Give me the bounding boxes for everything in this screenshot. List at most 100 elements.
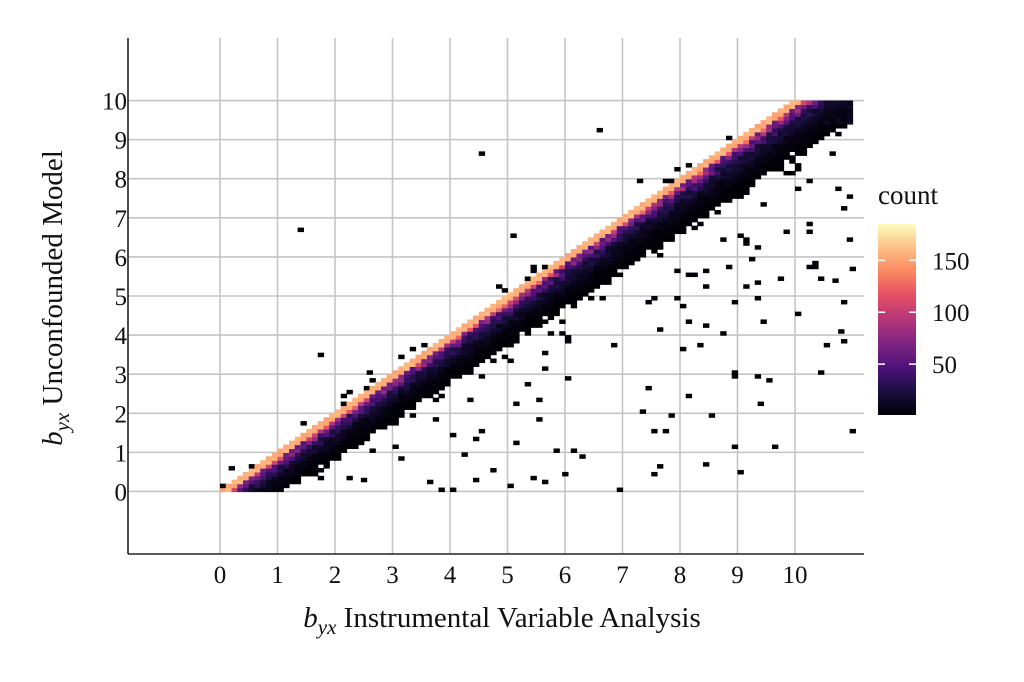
heatmap-cell [513, 327, 520, 332]
heatmap-cell [680, 225, 687, 231]
heatmap-cell [444, 366, 451, 371]
heatmap-cell [294, 479, 302, 485]
heatmap-cell [685, 170, 693, 176]
heatmap-cell [685, 190, 693, 195]
heatmap-cell [588, 264, 595, 270]
heatmap-cell [622, 225, 629, 231]
heatmap-cell [599, 241, 606, 246]
heatmap-cell [306, 464, 313, 469]
heatmap-cell [404, 374, 411, 379]
heatmap-cell [680, 213, 687, 219]
heatmap-cell [726, 163, 733, 168]
heatmap-cell [582, 268, 589, 274]
heatmap-cell [783, 139, 790, 145]
heatmap-cell [731, 170, 739, 176]
heatmap-cell [455, 339, 463, 344]
heatmap-cell [536, 288, 543, 293]
heatmap-cell [685, 221, 693, 227]
heatmap-cell [628, 217, 635, 223]
heatmap-cell [484, 327, 491, 332]
heatmap-cell [651, 202, 658, 207]
heatmap-cell [754, 127, 762, 133]
legend-tick-label: 50 [932, 352, 957, 379]
heatmap-cell [823, 342, 831, 348]
heatmap-cell [760, 131, 767, 137]
heatmap-cell [645, 206, 652, 211]
heatmap-cell [777, 143, 785, 149]
heatmap-cell [570, 264, 578, 270]
heatmap-cell [570, 288, 578, 293]
heatmap-cell [783, 155, 790, 160]
heatmap-cell [438, 370, 445, 375]
heatmap-cell [427, 479, 434, 485]
heatmap-cell [559, 319, 566, 324]
heatmap-cell [668, 178, 675, 184]
heatmap-cell [478, 428, 486, 434]
heatmap-cell [639, 233, 647, 238]
heatmap-cell [421, 362, 428, 367]
heatmap-cell [823, 100, 831, 106]
heatmap-cell [300, 440, 307, 446]
heatmap-cell [317, 448, 325, 453]
heatmap-cell [818, 116, 825, 121]
heatmap-cell [375, 417, 382, 422]
heatmap-cell [565, 299, 572, 305]
heatmap-cell [490, 358, 497, 364]
heatmap-cell [611, 241, 618, 246]
heatmap-cell [743, 147, 750, 152]
heatmap-cell [662, 202, 670, 207]
heatmap-cell [680, 198, 687, 203]
x-tick-label: 8 [674, 562, 687, 589]
heatmap-cell [519, 319, 526, 324]
heatmap-cell [484, 354, 491, 360]
heatmap-cell [800, 104, 808, 109]
heatmap-cell [823, 124, 831, 129]
heatmap-cell [352, 401, 359, 407]
heatmap-cell [553, 264, 560, 270]
heatmap-cell [639, 202, 647, 207]
heatmap-cell [415, 385, 422, 391]
heatmap-cell [795, 131, 802, 137]
heatmap-cell [415, 358, 422, 364]
heatmap-cell [605, 276, 612, 281]
heatmap-cell [530, 307, 537, 313]
heatmap-cell [743, 143, 750, 149]
heatmap-cell [317, 421, 325, 426]
heatmap-cell [507, 292, 514, 297]
heatmap-cell [697, 194, 704, 199]
heatmap-cell [766, 151, 773, 156]
heatmap-cell [340, 432, 348, 438]
heatmap-cell [795, 167, 802, 172]
heatmap-cell [329, 428, 336, 434]
heatmap-cell [731, 139, 739, 145]
heatmap-cell [231, 487, 238, 493]
heatmap-cell [266, 475, 273, 481]
heatmap-cell [260, 468, 267, 473]
heatmap-cell [473, 331, 480, 336]
heatmap-cell [731, 155, 739, 160]
heatmap-cell [542, 350, 549, 356]
heatmap-cell [421, 342, 428, 348]
heatmap-cell [507, 296, 514, 301]
heatmap-cell [766, 163, 773, 168]
heatmap-cell [576, 249, 583, 254]
heatmap-cell [507, 342, 514, 348]
heatmap-cell [749, 127, 756, 133]
heatmap-cell [392, 417, 399, 422]
heatmap-cell [340, 417, 348, 422]
heatmap-cell [260, 479, 267, 485]
heatmap-cell [806, 124, 813, 129]
heatmap-cell [588, 268, 595, 274]
heatmap-cell [530, 323, 537, 328]
heatmap-cell [588, 256, 595, 262]
heatmap-cell [622, 249, 629, 254]
heatmap-cell [846, 120, 854, 125]
heatmap-cell [720, 155, 727, 160]
heatmap-cell [283, 471, 290, 477]
heatmap-cell [703, 167, 710, 172]
heatmap-cell [369, 385, 376, 391]
heatmap-cell [300, 464, 307, 469]
heatmap-cell [800, 143, 808, 149]
heatmap-cell [737, 135, 744, 141]
heatmap-cell [703, 178, 710, 184]
